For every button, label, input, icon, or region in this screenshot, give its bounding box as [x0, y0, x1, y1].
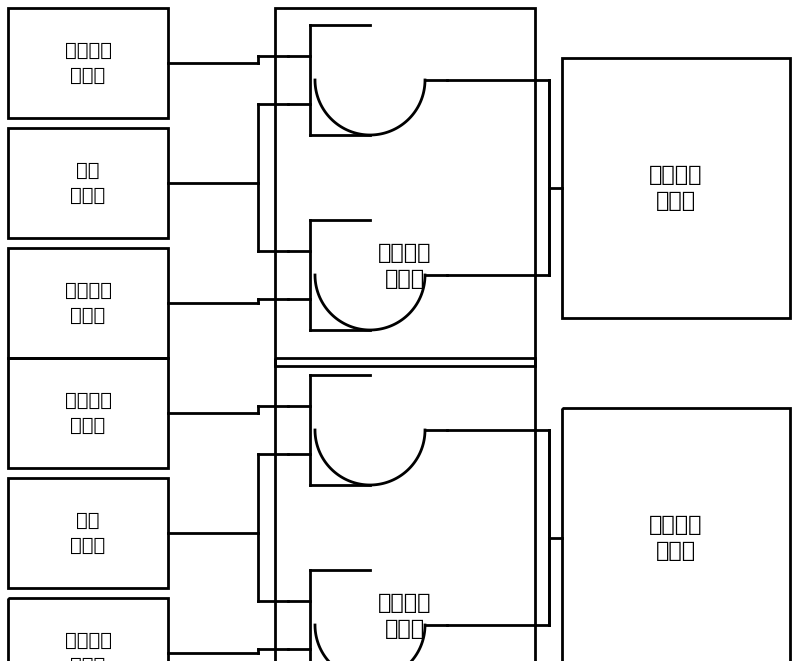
Text: 第一计轴
传感器: 第一计轴 传感器: [65, 42, 111, 85]
Bar: [8, 248, 168, 358]
Bar: [8, 478, 168, 588]
Text: 第二逻辑
控制器: 第二逻辑 控制器: [378, 593, 432, 639]
Text: 第二计轴
传感器: 第二计轴 传感器: [65, 631, 111, 661]
Bar: [8, 128, 168, 238]
Text: 第一逻辑
控制器: 第一逻辑 控制器: [378, 243, 432, 289]
Bar: [8, 358, 168, 468]
Text: 第二计轴
控制器: 第二计轴 控制器: [650, 515, 702, 561]
Text: 第二计轴
传感器: 第二计轴 传感器: [65, 282, 111, 325]
Bar: [8, 598, 168, 661]
Text: 反表
继电器: 反表 继电器: [70, 512, 106, 555]
Text: 第一计轴
控制器: 第一计轴 控制器: [650, 165, 702, 211]
Text: 第三计轴
传感器: 第三计轴 传感器: [65, 391, 111, 435]
Bar: [8, 8, 168, 118]
Bar: [275, 358, 535, 661]
Bar: [562, 408, 790, 661]
Bar: [562, 58, 790, 318]
Text: 反表
继电器: 反表 继电器: [70, 161, 106, 205]
Bar: [275, 8, 535, 366]
